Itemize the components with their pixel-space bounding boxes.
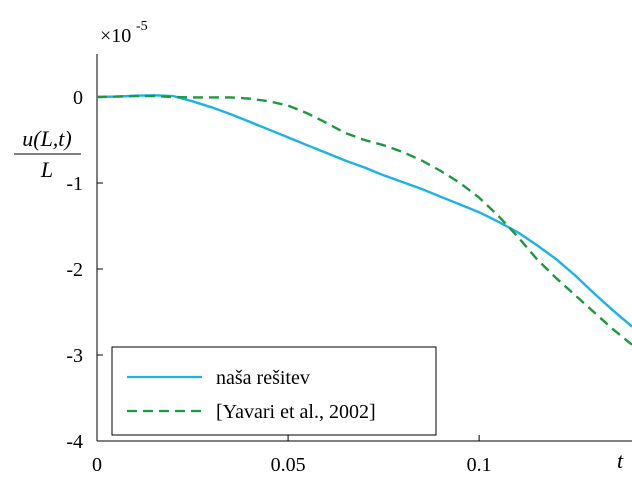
y-tick-label: -4 xyxy=(66,431,83,453)
y-tick-label: -3 xyxy=(66,345,83,367)
x-tick-label: 0 xyxy=(92,454,102,476)
series-line-0 xyxy=(96,94,632,328)
y-multiplier-exponent: -5 xyxy=(136,19,148,34)
x-tick-label: 0.1 xyxy=(467,454,492,476)
y-axis-label-denominator: L xyxy=(40,157,53,182)
y-multiplier: ×10 -5 xyxy=(100,19,148,47)
x-tick-label: 0.05 xyxy=(271,454,306,476)
legend-label-0: naša rešitev xyxy=(216,367,310,389)
y-tick-label: -2 xyxy=(66,259,83,281)
y-multiplier-base: ×10 xyxy=(100,25,131,47)
plot-area: 0 -1 -2 -3 -4 0 0.05 0.1 xyxy=(66,54,632,476)
y-tick-label: 0 xyxy=(73,87,83,109)
series-line-1 xyxy=(96,94,632,346)
x-tick-group: 0 0.05 0.1 xyxy=(92,435,492,476)
y-tick-label: -1 xyxy=(66,173,83,195)
series-layer xyxy=(96,94,632,346)
legend-box xyxy=(111,346,437,436)
y-tick-group: 0 -1 -2 -3 -4 xyxy=(66,87,103,453)
legend: naša rešitev [Yavari et al., 2002] xyxy=(111,346,437,436)
legend-label-1: [Yavari et al., 2002] xyxy=(216,401,376,423)
x-axis-label: t xyxy=(617,448,624,473)
y-axis-label-numerator: u(L,t) xyxy=(22,126,72,151)
y-axis-label: u(L,t) L xyxy=(14,126,81,182)
